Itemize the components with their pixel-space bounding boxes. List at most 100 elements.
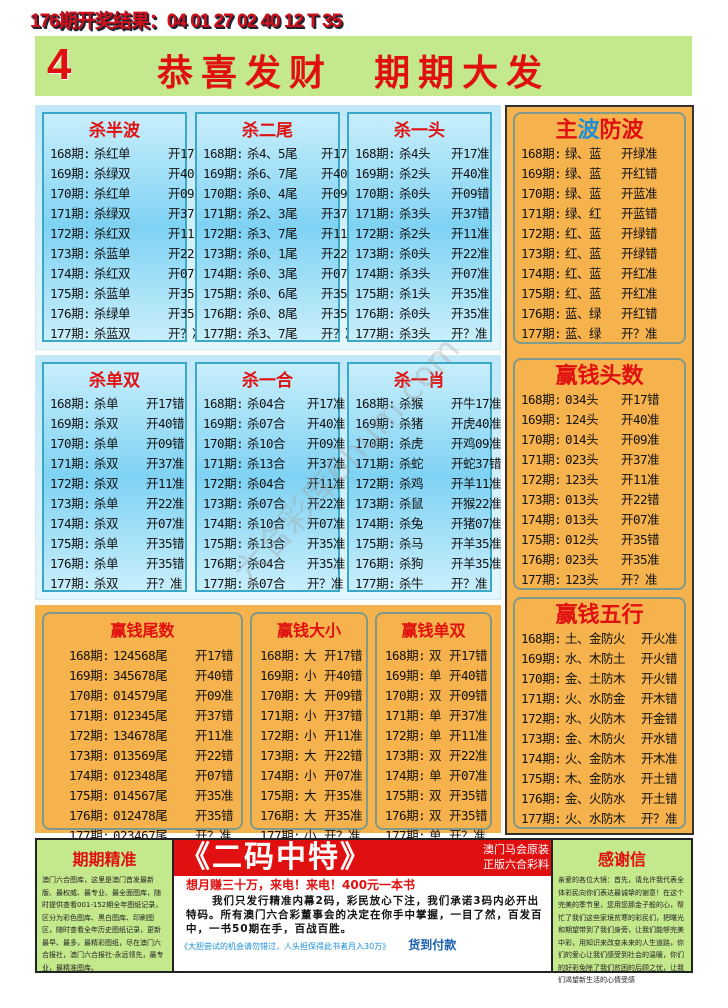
row-period: 175期:: [355, 286, 396, 301]
kill-one-head-title: 杀一头: [394, 121, 445, 141]
row-period: 176期:: [521, 306, 562, 321]
row-result: 开火准: [641, 631, 678, 646]
prediction-row: 176期: 杀0头 开35准: [355, 304, 490, 324]
row-result: 开羊35准: [451, 556, 502, 571]
row-result: 开火错: [641, 651, 678, 666]
prediction-row: 171期: 杀双 开37准: [50, 454, 185, 474]
row-pick: 红、蓝: [565, 286, 602, 301]
row-result: 开绿错: [621, 246, 658, 261]
prediction-row: 170期: 杀10合 开09准: [203, 434, 346, 454]
row-period: 172期:: [203, 226, 244, 241]
row-pick: 杀双: [94, 476, 119, 491]
prediction-row: 175期: 杀0、6尾 开35准: [203, 284, 360, 304]
row-period: 173期:: [385, 748, 426, 763]
row-period: 172期:: [50, 226, 91, 241]
ad-side-line-1: 澳门马会原装: [483, 843, 549, 856]
main-wave-title: 主波防波: [515, 118, 684, 144]
ad-side-text: 澳门马会原装 正版六合彩料: [483, 842, 549, 872]
row-result: 开蓝错: [621, 206, 658, 221]
row-period: 173期:: [521, 731, 562, 746]
row-period: 176期:: [521, 552, 562, 567]
banner-number: 4: [47, 40, 72, 89]
row-period: 175期:: [385, 788, 426, 803]
row-period: 170期:: [521, 671, 562, 686]
row-pick: 小: [304, 728, 317, 743]
row-pick: 012478尾: [113, 808, 168, 823]
row-period: 175期:: [50, 286, 91, 301]
row-result: 开09错: [451, 186, 490, 201]
row-result: 开40错: [324, 668, 363, 683]
row-pick: 红、蓝: [565, 246, 602, 261]
prediction-row: 175期: 杀马 开羊35准: [355, 534, 502, 554]
row-period: 170期:: [203, 186, 244, 201]
kill-one-sum-box: 杀一合 168期: 杀04合 开17准 169期: 杀07合 开40准 170期: 杀10合 开0…: [195, 362, 346, 592]
row-pick: 123头: [565, 572, 599, 587]
kill-half-wave-box: 杀半波 168期: 杀红单 开17准 169期: 杀绿双 开40准 170期: 杀红单 开09准 1…: [42, 112, 207, 342]
row-result: 开绿准: [621, 146, 658, 161]
prediction-row: 175期: 双开35错: [385, 786, 490, 806]
row-result: 开17错: [621, 392, 660, 407]
row-period: 177期:: [203, 326, 244, 341]
prediction-row: 174期: 火、金防木 开木准: [521, 749, 684, 769]
prediction-row: 170期: 杀0头 开09错: [355, 184, 490, 204]
row-period: 172期:: [69, 728, 110, 743]
row-result: 开07准: [451, 266, 490, 281]
prediction-row: 171期: 杀蛇 开蛇37错: [355, 454, 502, 474]
row-pick: 124头: [565, 412, 599, 427]
thank-you-text: 亲爱的各位大镜：首先，请允许我代表全体彩民向你们表达最诚挚的谢意！在这个完美的季…: [558, 876, 684, 984]
prediction-row: 175期: 杀蓝单 开35准: [50, 284, 207, 304]
row-pick: 小: [304, 708, 317, 723]
prediction-row: 169期: 杀2头 开40准: [355, 164, 490, 184]
row-result: 开09错: [449, 688, 488, 703]
prediction-row: 176期: 杀单 开35错: [50, 554, 185, 574]
row-pick: 杀蓝单: [94, 246, 131, 261]
row-pick: 单: [429, 668, 442, 683]
prediction-row: 172期: 杀双 开11准: [50, 474, 185, 494]
prediction-row: 172期: 123头 开11准: [521, 470, 684, 490]
prediction-row: 172期: 杀鸡 开羊11准: [355, 474, 502, 494]
ad-paragraph: 我们只发行精准内幕2码，彩民放心下注，我们承诺3码内必开出特码。所有澳门六合彩董…: [186, 895, 543, 935]
prediction-row: 177期: 杀3头 开？准: [355, 324, 490, 344]
prediction-row: 176期: 双开35错: [385, 806, 490, 826]
row-result: 开35准: [451, 286, 490, 301]
row-result: 开40错: [146, 416, 185, 431]
row-period: 169期:: [260, 668, 301, 683]
prediction-row: 176期: 杀狗 开羊35准: [355, 554, 502, 574]
prediction-row: 169期: 杀双 开40错: [50, 414, 185, 434]
row-pick: 134678尾: [113, 728, 168, 743]
prediction-row: 176期: 012478尾 开35错: [69, 806, 241, 826]
win-tail-numbers-title: 赢钱尾数: [110, 621, 175, 640]
row-period: 171期:: [203, 206, 244, 221]
kill-one-zodiac-title: 杀一肖: [394, 371, 445, 391]
row-pick: 杀红单: [94, 186, 131, 201]
row-result: 开红准: [621, 286, 658, 301]
row-result: 开40错: [449, 668, 488, 683]
row-period: 170期:: [69, 688, 110, 703]
row-result: 开红错: [621, 306, 658, 321]
prediction-row: 171期: 杀2、3尾 开37准: [203, 204, 360, 224]
row-result: 开11准: [307, 476, 346, 491]
row-pick: 双: [429, 748, 442, 763]
row-period: 169期:: [521, 166, 562, 181]
row-period: 173期:: [50, 246, 91, 261]
row-pick: 杀4头: [399, 146, 431, 161]
row-pick: 杀鼠: [399, 496, 424, 511]
row-result: 开09准: [195, 688, 234, 703]
row-period: 169期:: [69, 668, 110, 683]
row-pick: 杀04合: [247, 476, 286, 491]
ad-footnote-text: 《大胆尝试的机会请勿错过，人头担保得此书者月入30万》: [180, 942, 391, 951]
row-result: 开07准: [621, 512, 660, 527]
prediction-row: 168期: 杀4头 开17准: [355, 144, 490, 164]
row-pick: 杀07合: [247, 416, 286, 431]
row-pick: 杀0、1尾: [247, 246, 298, 261]
prediction-row: 168期: 杀单 开17错: [50, 394, 185, 414]
win-five-elements-box: 赢钱五行 168期: 土、金防火 开火准 169期: 水、木防土 开火错 170期: 金、土防木…: [513, 597, 686, 829]
row-period: 169期:: [521, 651, 562, 666]
prediction-row: 175期: 012头 开35错: [521, 530, 684, 550]
row-period: 170期:: [50, 436, 91, 451]
row-result: 开红错: [621, 166, 658, 181]
row-result: 开22错: [621, 492, 660, 507]
row-period: 172期:: [521, 472, 562, 487]
prediction-row: 177期: 杀双 开？准: [50, 574, 185, 594]
row-period: 168期:: [521, 146, 562, 161]
